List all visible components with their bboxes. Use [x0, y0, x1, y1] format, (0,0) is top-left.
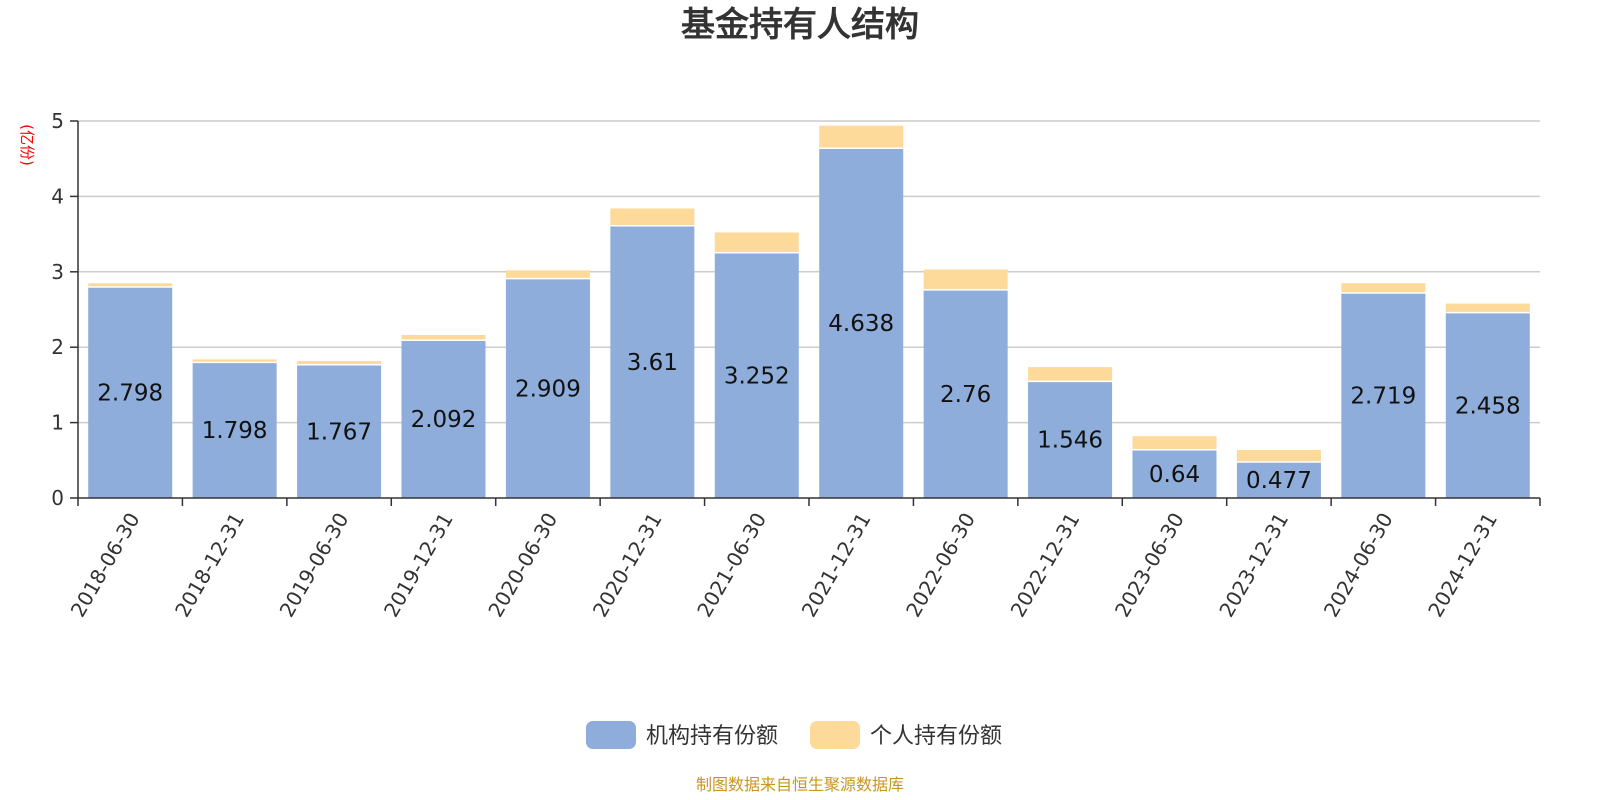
chart-title: 基金持有人结构 — [681, 5, 919, 45]
grid-lines — [78, 120, 1540, 424]
bar-individual — [1236, 449, 1321, 463]
legend-item-institutional[interactable]: 机构持有份额 — [586, 721, 778, 749]
bar-institutional — [88, 287, 173, 498]
data-label: 0.477 — [1246, 468, 1312, 494]
bar-institutional — [297, 364, 382, 498]
data-label: 2.092 — [411, 407, 477, 433]
data-label: 0.64 — [1149, 462, 1200, 488]
data-label: 3.61 — [627, 350, 678, 376]
y-tick-label: 1 — [51, 411, 64, 435]
data-label: 2.458 — [1455, 393, 1521, 419]
legend-swatch — [586, 721, 636, 749]
legend-label: 个人持有份额 — [870, 724, 1002, 749]
data-label: 2.76 — [940, 382, 991, 408]
bar-individual — [297, 360, 382, 365]
x-tick-label: 2018-06-30 — [66, 509, 145, 622]
bar-institutional — [505, 278, 590, 498]
legend[interactable]: 机构持有份额 个人持有份额 — [586, 721, 1002, 749]
bar-institutional — [1132, 449, 1217, 498]
x-tick-label: 2018-12-31 — [170, 509, 249, 622]
bar-individual — [1445, 303, 1530, 313]
y-tick-label: 3 — [51, 260, 64, 284]
x-tick-label: 2023-06-30 — [1110, 509, 1189, 622]
bar-individual — [610, 208, 695, 226]
bar-individual — [505, 270, 590, 279]
bar-institutional — [819, 148, 904, 498]
y-tick-labels: 0 1 2 3 4 5 — [51, 109, 78, 510]
bar-individual — [192, 359, 277, 363]
x-tick-label: 2024-06-30 — [1319, 509, 1398, 622]
bar-individual — [923, 269, 1008, 290]
data-label: 1.546 — [1037, 428, 1103, 454]
data-label: 1.767 — [306, 419, 372, 445]
x-tick-label: 2021-12-31 — [797, 509, 876, 622]
bar-individual — [401, 334, 486, 341]
bars — [88, 125, 1530, 498]
x-tick-label: 2019-06-30 — [274, 509, 353, 622]
legend-label: 机构持有份额 — [646, 724, 778, 749]
y-tick-label: 0 — [51, 486, 64, 510]
bar-institutional — [1341, 292, 1426, 498]
legend-item-individual[interactable]: 个人持有份额 — [810, 721, 1002, 749]
bar-individual — [714, 232, 799, 253]
y-tick-label: 2 — [51, 335, 64, 359]
bar-institutional — [192, 362, 277, 498]
x-tick-label: 2024-12-31 — [1423, 509, 1502, 622]
legend-swatch — [810, 721, 860, 749]
x-tick-label: 2019-12-31 — [379, 509, 458, 622]
data-label: 1.798 — [202, 418, 268, 444]
bar-institutional — [1445, 312, 1530, 498]
x-tick-label: 2020-06-30 — [483, 509, 562, 622]
x-tick-labels: 2018-06-30 2018-12-31 2019-06-30 2019-12-31… — [66, 498, 1541, 622]
bar-institutional — [610, 225, 695, 498]
data-label: 4.638 — [828, 311, 894, 337]
bar-individual — [819, 125, 904, 149]
bar-institutional — [1236, 462, 1321, 498]
y-tick-label: 4 — [51, 184, 64, 208]
y-axis-unit-label: (亿份) — [18, 124, 36, 166]
bar-institutional — [1028, 381, 1113, 498]
data-label: 2.798 — [97, 381, 163, 407]
x-tick-label: 2021-06-30 — [692, 509, 771, 622]
bar-individual — [88, 283, 173, 288]
data-labels: 2.798 1.798 1.767 2.092 2.909 3.61 3.252 4.638 2… — [97, 311, 1520, 494]
bar-institutional — [923, 289, 1008, 498]
data-label: 2.909 — [515, 376, 581, 402]
data-label: 2.719 — [1350, 383, 1416, 409]
bar-individual — [1132, 436, 1217, 450]
x-tick-label: 2023-12-31 — [1214, 509, 1293, 622]
bar-individual — [1341, 283, 1426, 293]
data-label: 3.252 — [724, 363, 790, 389]
x-tick-label: 2020-12-31 — [588, 509, 667, 622]
x-tick-label: 2022-12-31 — [1005, 509, 1084, 622]
bar-institutional — [401, 340, 486, 498]
bar-individual — [1028, 367, 1113, 382]
source-note: 制图数据来自恒生聚源数据库 — [696, 775, 904, 794]
bar-institutional — [714, 252, 799, 498]
x-tick-label: 2022-06-30 — [901, 508, 980, 621]
y-tick-label: 5 — [51, 109, 64, 133]
